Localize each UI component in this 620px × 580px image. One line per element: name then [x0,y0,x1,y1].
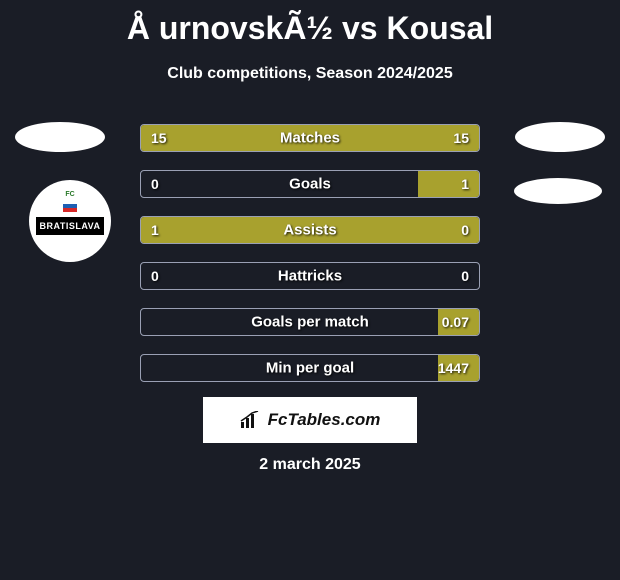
stat-bar: 0 Goals 1 [140,170,480,198]
bar-value-right: 15 [453,130,469,146]
stat-bar: 15 Matches 15 [140,124,480,152]
stat-bar: Goals per match 0.07 [140,308,480,336]
stat-bar: Min per goal 1447 [140,354,480,382]
bar-value-right: 0.07 [442,314,469,330]
bar-label: Goals per match [141,314,479,331]
club-stripe-text: BRATISLAVA [36,217,104,235]
chart-icon [240,411,262,429]
club-badge-left: FC BRATISLAVA [29,180,111,262]
comparison-subtitle: Club competitions, Season 2024/2025 [0,65,620,83]
player-badge-left [15,122,105,152]
comparison-date: 2 march 2025 [0,456,620,474]
club-text-top: FC [65,191,74,198]
bar-label: Min per goal [141,360,479,377]
stat-bars: 15 Matches 15 0 Goals 1 1 Assists 0 0 Ha… [140,124,480,382]
bar-label: Hattricks [141,268,479,285]
bar-value-right: 1447 [438,360,469,376]
bar-label: Assists [141,222,479,239]
stat-bar: 1 Assists 0 [140,216,480,244]
bar-value-right: 0 [461,222,469,238]
brand-box[interactable]: FcTables.com [203,397,417,443]
club-flag-icon [63,200,77,212]
bar-value-right: 0 [461,268,469,284]
bar-label: Goals [141,176,479,193]
bar-label: Matches [141,130,479,147]
club-badge-right [514,178,602,204]
comparison-title: Å urnovskÃ½ vs Kousal [0,0,620,47]
club-badge-inner: FC BRATISLAVA [34,185,106,257]
bar-value-right: 1 [461,176,469,192]
stat-bar: 0 Hattricks 0 [140,262,480,290]
brand-text: FcTables.com [268,410,381,430]
player-badge-right [515,122,605,152]
